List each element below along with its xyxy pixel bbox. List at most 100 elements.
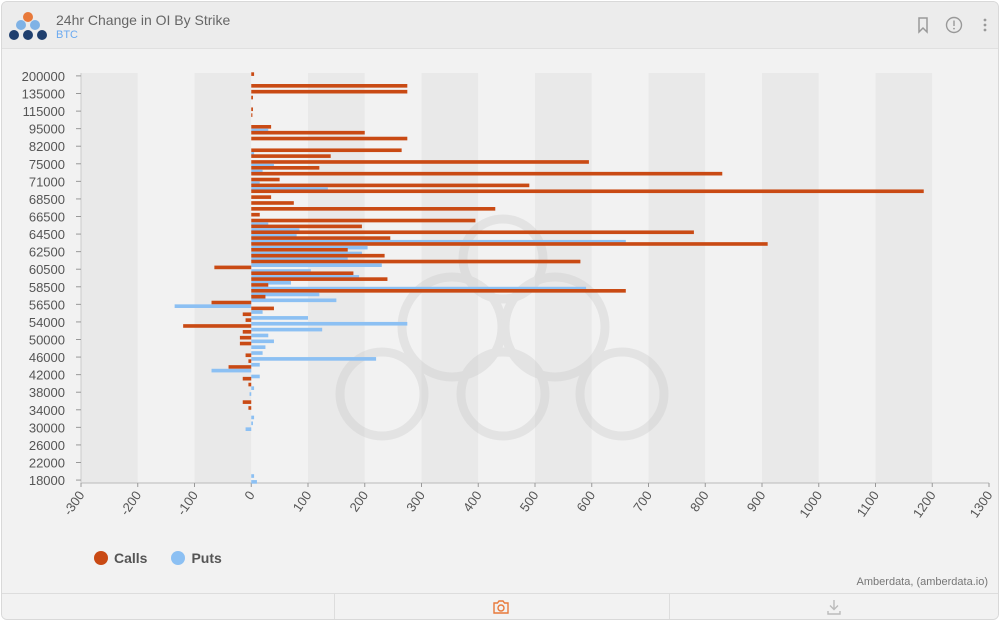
y-tick-label: 82000 bbox=[29, 139, 65, 154]
puts-bar bbox=[251, 245, 368, 250]
grid-band bbox=[194, 73, 252, 483]
calls-bar bbox=[251, 236, 391, 240]
y-tick-label: 71000 bbox=[29, 174, 65, 189]
puts-bar bbox=[251, 357, 377, 361]
calls-bar bbox=[251, 189, 924, 194]
y-tick-label: 200000 bbox=[22, 69, 65, 84]
chart-area: -300 -200 -100 0 100 200 300 400 500 600 700 800 900… bbox=[2, 49, 998, 594]
calls-bar bbox=[245, 353, 252, 358]
grid-band bbox=[762, 73, 819, 483]
amberdata-logo bbox=[9, 12, 47, 40]
y-tick-label: 26000 bbox=[29, 438, 65, 453]
puts-bar bbox=[251, 275, 360, 279]
y-tick-label: 68500 bbox=[29, 192, 65, 207]
calls-bar bbox=[242, 400, 252, 404]
download-icon[interactable] bbox=[825, 598, 843, 616]
y-tick-label: 75000 bbox=[29, 157, 65, 172]
puts-bar bbox=[251, 316, 308, 320]
calls-bar bbox=[214, 265, 252, 270]
grid-band bbox=[591, 73, 649, 483]
asset-subtitle: BTC bbox=[56, 29, 78, 41]
calls-bar bbox=[251, 271, 354, 276]
calls-bar bbox=[251, 259, 581, 264]
puts-bar bbox=[251, 351, 263, 355]
y-tick-label: 38000 bbox=[29, 385, 65, 400]
calls-bar bbox=[248, 359, 252, 363]
calls-bar bbox=[251, 224, 362, 229]
y-tick-label: 18000 bbox=[29, 473, 65, 488]
y-tick-label: 58500 bbox=[29, 280, 65, 295]
x-tick-label: 1000 bbox=[796, 488, 825, 520]
camera-icon[interactable] bbox=[492, 598, 510, 616]
info-icon[interactable] bbox=[945, 16, 963, 34]
y-tick-label: 115000 bbox=[23, 104, 65, 119]
calls-bar bbox=[251, 207, 496, 211]
grid-band bbox=[648, 73, 706, 483]
calls-bar bbox=[183, 324, 252, 328]
grid-band bbox=[81, 73, 138, 483]
calls-bar bbox=[251, 277, 388, 281]
watermark-logo bbox=[335, 214, 669, 441]
calls-bar bbox=[251, 130, 365, 135]
y-tick-label: 54000 bbox=[29, 315, 65, 330]
grid-band bbox=[535, 73, 592, 483]
y-tick-label: 22000 bbox=[29, 456, 65, 471]
calls-bar bbox=[251, 212, 260, 217]
puts-bar bbox=[251, 292, 320, 297]
x-tick-label: 200 bbox=[346, 488, 371, 514]
calls-bar bbox=[251, 160, 589, 164]
x-tick-label: 0 bbox=[241, 488, 257, 503]
puts-bar bbox=[251, 269, 311, 273]
puts-bar bbox=[251, 280, 291, 285]
legend-item-puts[interactable]: Puts bbox=[171, 550, 222, 566]
puts-bar bbox=[251, 333, 269, 338]
bookmark-icon[interactable] bbox=[914, 16, 932, 34]
puts-swatch bbox=[171, 551, 186, 565]
puts-bar bbox=[251, 345, 266, 349]
x-tick-label: 100 bbox=[290, 488, 315, 514]
x-tick-label: 600 bbox=[573, 488, 598, 514]
calls-bar bbox=[251, 177, 280, 182]
more-vertical-icon[interactable] bbox=[976, 16, 994, 34]
legend-item-calls[interactable]: Calls bbox=[94, 550, 147, 566]
grid-band bbox=[875, 73, 933, 483]
calls-swatch bbox=[94, 551, 108, 565]
grid-band bbox=[478, 73, 535, 483]
puts-bar bbox=[251, 386, 255, 390]
bar-chart: -300 -200 -100 0 100 200 300 400 500 600 700 800 900… bbox=[22, 69, 996, 520]
calls-bar bbox=[251, 113, 253, 117]
legend: Calls Puts bbox=[94, 550, 222, 566]
x-tick-label: 800 bbox=[687, 488, 712, 514]
calls-bar bbox=[251, 289, 626, 293]
y-tick-label: 42000 bbox=[29, 368, 65, 383]
calls-bar bbox=[251, 253, 385, 258]
data-credit: Amberdata, (amberdata.io) bbox=[856, 576, 988, 588]
calls-bar bbox=[251, 154, 331, 158]
calls-bar bbox=[251, 136, 408, 141]
calls-bar bbox=[251, 306, 274, 311]
chart-title: 24hr Change in OI By Strike bbox=[56, 12, 231, 28]
puts-bar bbox=[251, 128, 269, 133]
y-tick-label: 46000 bbox=[29, 350, 65, 365]
y-tick-label: 62500 bbox=[29, 245, 65, 260]
footer-cell-download[interactable] bbox=[670, 594, 998, 619]
y-tick-label: 66500 bbox=[29, 210, 65, 225]
y-tick-label: 64500 bbox=[29, 227, 65, 242]
x-tick-label: 1300 bbox=[967, 488, 996, 520]
calls-bar bbox=[242, 330, 252, 334]
footer-cell-snapshot[interactable] bbox=[335, 594, 670, 619]
legend-label-puts: Puts bbox=[191, 550, 222, 566]
puts-bar bbox=[251, 169, 263, 174]
x-tick-label: 1100 bbox=[854, 488, 882, 520]
calls-bar bbox=[251, 84, 408, 88]
calls-bar bbox=[245, 318, 252, 322]
calls-bar bbox=[242, 312, 252, 317]
calls-bar bbox=[251, 248, 348, 252]
puts-bar bbox=[251, 239, 626, 244]
puts-bar bbox=[251, 321, 408, 326]
x-tick-label: 300 bbox=[403, 488, 428, 514]
puts-bar bbox=[251, 251, 362, 256]
calls-bar bbox=[251, 183, 530, 188]
grid-band bbox=[705, 73, 762, 483]
